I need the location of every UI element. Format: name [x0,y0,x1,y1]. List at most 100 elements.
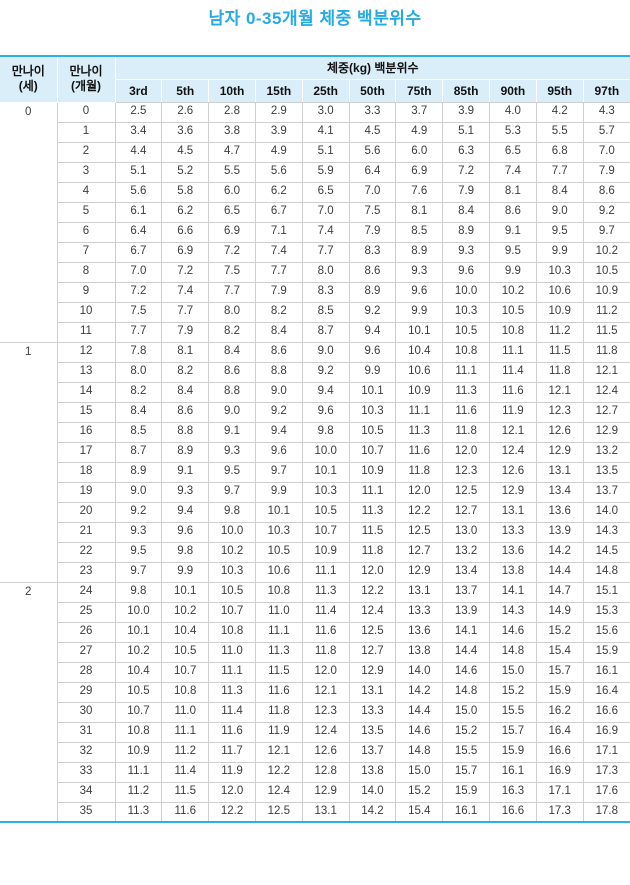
weight-cell: 8.0 [301,261,350,283]
weight-cell: 2.8 [208,101,256,123]
weight-cell: 7.5 [348,201,397,223]
month-cell: 1 [56,121,116,143]
weight-cell: 6.4 [114,221,163,243]
weight-cell: 13.4 [535,481,584,503]
weight-cell: 4.4 [114,141,163,163]
weight-cell: 9.8 [208,501,256,523]
weight-cell: 14.0 [395,661,444,683]
weight-cell: 8.5 [114,421,163,443]
weight-cell: 7.0 [301,201,350,223]
weight-cell: 11.6 [208,721,256,743]
table-row: 10 7.5 7.7 8.0 8.2 8.5 9.2 9.9 10.3 10.5 10.9 11.2 [0,301,630,323]
weight-cell: 10.7 [301,521,350,543]
weight-cell: 11.2 [114,781,163,803]
weight-cell: 15.9 [489,741,537,763]
month-cell: 23 [56,561,116,583]
weight-cell: 9.8 [301,421,350,443]
weight-cell: 11.4 [161,761,210,783]
weight-cell: 16.4 [582,681,630,703]
weight-cell: 10.1 [254,501,303,523]
weight-cell: 14.8 [442,681,490,703]
weight-cell: 16.1 [442,801,490,823]
weight-cell: 14.3 [489,601,537,623]
col-header-age-months-line1: 만나이 [69,63,103,78]
weight-cell: 13.2 [442,541,490,563]
weight-cell: 13.6 [489,541,537,563]
table-row: 18 8.9 9.1 9.5 9.7 10.1 10.9 11.8 12.3 12.6 13.1 13… [0,461,630,483]
weight-cell: 11.4 [489,361,537,383]
weight-cell: 12.4 [582,381,630,403]
weight-cell: 8.9 [114,461,163,483]
weight-cell: 12.5 [348,621,397,643]
weight-cell: 6.0 [208,181,256,203]
weight-cell: 8.9 [161,441,210,463]
weight-cell: 12.3 [301,701,350,723]
weight-cell: 9.6 [254,441,303,463]
weight-cell: 12.0 [348,561,397,583]
weight-cell: 12.9 [348,661,397,683]
weight-cell: 12.0 [442,441,490,463]
weight-cell: 10.8 [489,321,537,343]
weight-cell: 11.6 [254,681,303,703]
col-header-age-years: 만나이 (세) [0,55,58,103]
weight-cell: 11.6 [489,381,537,403]
weight-cell: 9.2 [254,401,303,423]
weight-cell: 5.9 [301,161,350,183]
weight-cell: 6.5 [301,181,350,203]
weight-cell: 12.7 [442,501,490,523]
weight-cell: 11.8 [254,701,303,723]
weight-cell: 9.1 [208,421,256,443]
table-row: 33 11.1 11.4 11.9 12.2 12.8 13.8 15.0 15.7 16.1 16… [0,761,630,783]
month-cell: 24 [56,581,116,603]
weight-cell: 9.6 [442,261,490,283]
weight-cell: 15.0 [489,661,537,683]
weight-cell: 11.6 [395,441,444,463]
weight-cell: 11.2 [161,741,210,763]
month-cell: 13 [56,361,116,383]
month-cell: 25 [56,601,116,623]
weight-cell: 8.8 [208,381,256,403]
weight-cell: 5.2 [161,161,210,183]
weight-cell: 10.1 [114,621,163,643]
table-row: 2 4.4 4.5 4.7 4.9 5.1 5.6 6.0 6.3 6.5 6.8 7.0 [0,141,630,163]
weight-cell: 10.3 [348,401,397,423]
weight-cell: 9.4 [301,381,350,403]
weight-cell: 10.7 [348,441,397,463]
weight-cell: 13.4 [442,561,490,583]
month-cell: 34 [56,781,116,803]
weight-cell: 5.5 [535,121,584,143]
weight-cell: 12.1 [535,381,584,403]
table-row: 6 6.4 6.6 6.9 7.1 7.4 7.9 8.5 8.9 9.1 9.5 9.7 [0,221,630,243]
weight-cell: 14.5 [582,541,630,563]
weight-cell: 14.7 [535,581,584,603]
weight-cell: 5.6 [348,141,397,163]
weight-cell: 14.0 [348,781,397,803]
weight-cell: 14.0 [582,501,630,523]
weight-cell: 10.2 [208,541,256,563]
weight-cell: 12.7 [348,641,397,663]
weight-cell: 15.2 [535,621,584,643]
weight-cell: 12.9 [535,441,584,463]
weight-cell: 10.7 [114,701,163,723]
weight-cell: 8.3 [348,241,397,263]
weight-cell: 12.1 [301,681,350,703]
weight-cell: 10.7 [161,661,210,683]
weight-cell: 8.1 [395,201,444,223]
weight-cell: 13.9 [442,601,490,623]
weight-cell: 15.3 [582,601,630,623]
table-row: 31 10.8 11.1 11.6 11.9 12.4 13.5 14.6 15.2 15.7 16… [0,721,630,743]
weight-cell: 5.8 [161,181,210,203]
weight-cell: 6.8 [535,141,584,163]
weight-cell: 7.9 [582,161,630,183]
table-row: 13 8.0 8.2 8.6 8.8 9.2 9.9 10.6 11.1 11.4 11.8 12.1 [0,361,630,383]
weight-cell: 10.3 [254,521,303,543]
month-cell: 17 [56,441,116,463]
weight-cell: 15.6 [582,621,630,643]
weight-cell: 6.0 [395,141,444,163]
weight-cell: 10.5 [254,541,303,563]
weight-cell: 10.1 [348,381,397,403]
weight-cell: 16.9 [535,761,584,783]
weight-cell: 12.1 [254,741,303,763]
table-row: 14 8.2 8.4 8.8 9.0 9.4 10.1 10.9 11.3 11.6 12.1 12.… [0,381,630,403]
weight-cell: 10.2 [489,281,537,303]
